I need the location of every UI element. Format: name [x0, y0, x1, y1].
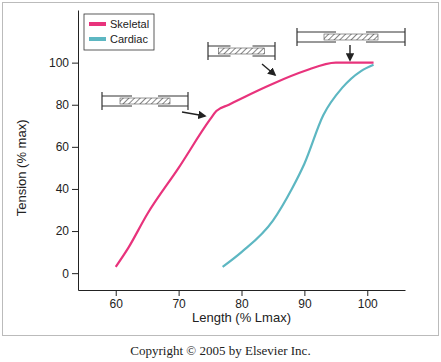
y-tick-label: 40 — [56, 182, 70, 196]
x-tick-mark — [179, 290, 180, 296]
x-tick-label: 80 — [235, 297, 249, 311]
caption: Copyright © 2005 by Elsevier Inc. — [130, 343, 310, 358]
x-tick-mark — [116, 290, 117, 296]
x-tick-mark — [367, 290, 368, 296]
sarcomere-icon — [102, 92, 188, 110]
series-line — [223, 65, 374, 267]
legend-label: Cardiac — [110, 33, 148, 45]
y-axis: 0 20 40 60 80 100 — [49, 11, 79, 291]
sarcomere-icon — [208, 42, 275, 60]
x-axis: 60 70 80 90 100 — [79, 290, 406, 311]
x-tick: 90 — [298, 290, 312, 311]
x-tick-label: 70 — [172, 297, 186, 311]
y-tick-label: 60 — [56, 140, 70, 154]
y-axis-title: Tension (% max) — [14, 119, 29, 216]
y-tick-mark — [72, 189, 78, 190]
x-tick: 80 — [235, 290, 249, 311]
legend: Skeletal Cardiac — [84, 14, 154, 50]
y-tick-mark — [72, 231, 78, 232]
y-tick-label: 0 — [62, 266, 69, 280]
lines — [116, 63, 374, 267]
y-tick: 60 — [56, 140, 78, 154]
x-tick-mark — [242, 290, 243, 296]
plot: 60 70 80 90 100 0 20 40 60 80 100 Length (% Lmax) Te… — [14, 11, 406, 326]
y-tick-label: 20 — [56, 224, 70, 238]
x-tick-label: 100 — [358, 297, 378, 311]
sarcomere-icon — [297, 28, 405, 46]
legend-label: Skeletal — [110, 18, 149, 30]
series-line — [116, 63, 374, 267]
y-tick-label: 80 — [56, 98, 70, 112]
x-axis-title: Length (% Lmax) — [192, 310, 291, 325]
y-axis-line — [78, 11, 79, 291]
arrow — [182, 112, 205, 116]
y-tick: 80 — [56, 98, 78, 112]
annotations — [102, 28, 405, 116]
legend-box — [84, 14, 154, 50]
y-tick-label: 100 — [49, 56, 69, 70]
chart: 60 70 80 90 100 0 20 40 60 80 100 Length (% Lmax) Te… — [0, 0, 441, 362]
legend-swatch — [89, 37, 106, 41]
y-tick: 0 — [62, 266, 78, 280]
x-tick: 100 — [358, 290, 378, 311]
y-tick-mark — [72, 105, 78, 106]
y-tick-mark — [72, 273, 78, 274]
x-tick-label: 90 — [298, 297, 312, 311]
legend-swatch — [89, 22, 106, 26]
arrow — [349, 45, 350, 60]
y-tick: 40 — [56, 182, 78, 196]
x-tick-mark — [304, 290, 305, 296]
arrow — [262, 64, 275, 75]
y-tick: 20 — [56, 224, 78, 238]
y-tick: 100 — [49, 56, 78, 70]
figure-frame — [3, 3, 439, 336]
y-tick-mark — [72, 63, 78, 64]
x-tick-label: 60 — [110, 297, 124, 311]
y-tick-mark — [72, 147, 78, 148]
x-tick: 60 — [110, 290, 124, 311]
x-tick: 70 — [172, 290, 186, 311]
